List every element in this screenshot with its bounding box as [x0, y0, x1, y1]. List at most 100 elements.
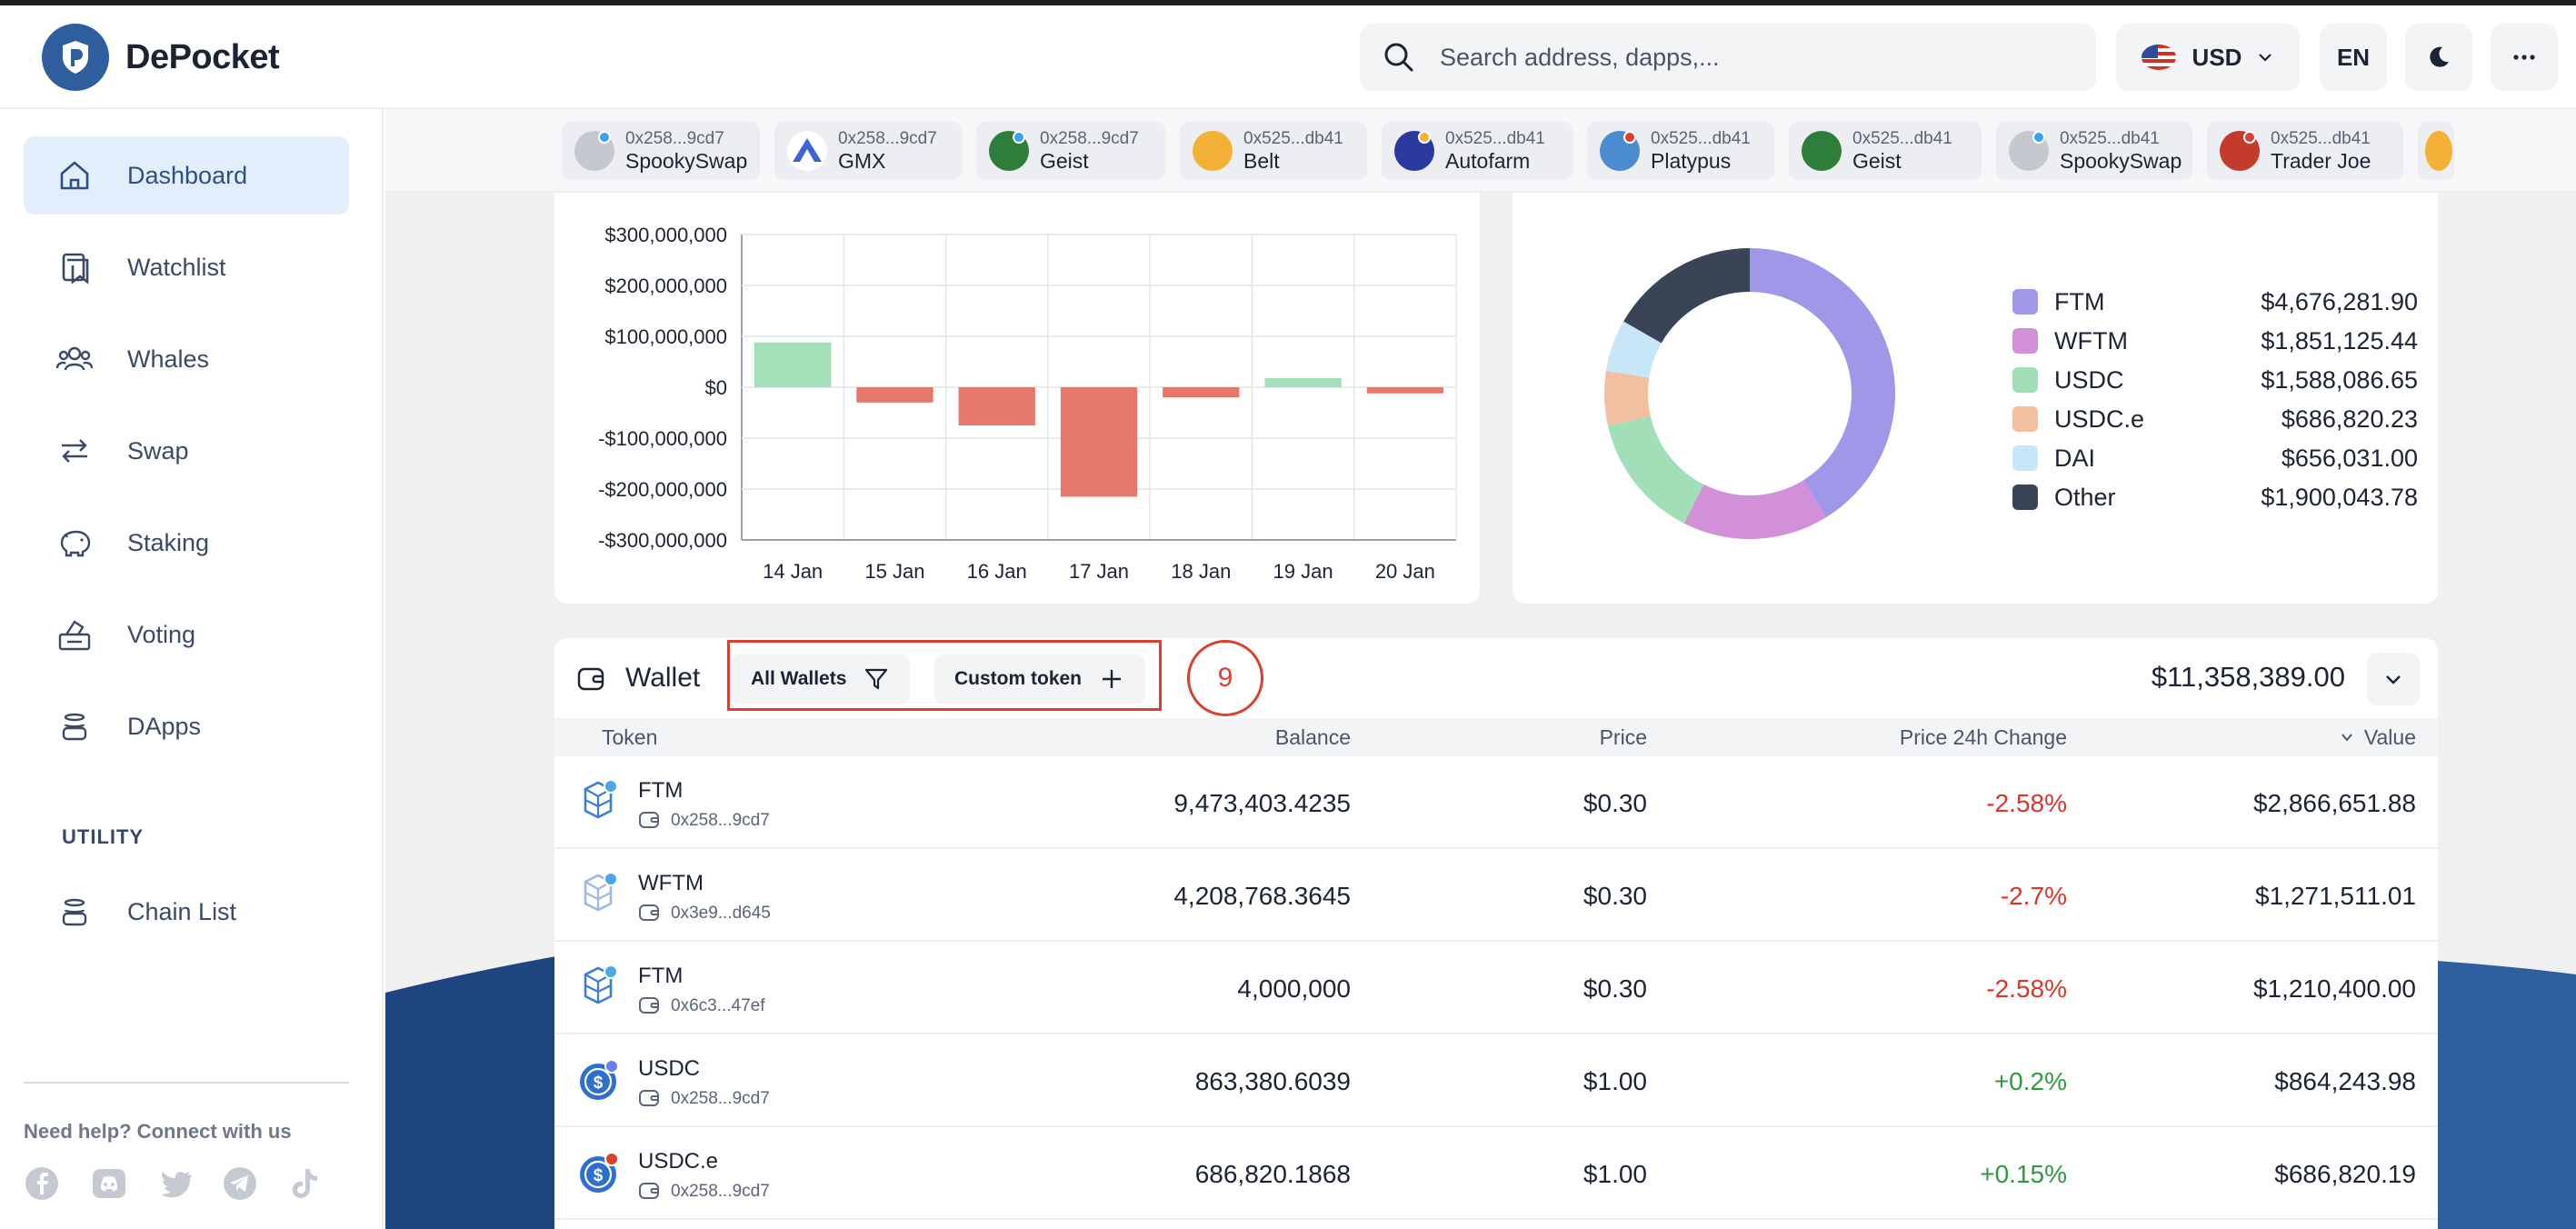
discord-icon[interactable] [91, 1165, 127, 1202]
legend-label: FTM [2054, 287, 2105, 315]
app-logo[interactable] [42, 24, 109, 91]
ballot-box-icon [58, 620, 91, 651]
legend-item[interactable]: WFTM $1,851,125.44 [2012, 323, 2418, 359]
table-row[interactable]: FTM 0x6c3...47ef 4,000,000 $0.30 -2.58% … [554, 942, 2438, 1034]
token-value: $1,271,511.01 [2255, 882, 2416, 910]
sidebar-item-dashboard[interactable]: Dashboard [24, 136, 349, 215]
sidebar-item-chain-list[interactable]: Chain List [24, 873, 349, 951]
sort-desc-icon[interactable] [2340, 731, 2354, 744]
legend-item[interactable]: Other $1,900,043.78 [2012, 479, 2418, 515]
donut-slice[interactable] [1623, 248, 1750, 344]
language-button[interactable]: EN [2320, 24, 2387, 91]
bar[interactable] [1366, 387, 1443, 394]
header: DePocket USD EN [0, 5, 2576, 109]
legend-label: USDC.e [2054, 405, 2145, 433]
legend-label: Other [2054, 483, 2116, 511]
bar[interactable] [754, 342, 832, 387]
protocol-chip[interactable]: 0x525...db41 Autofarm [1382, 122, 1573, 180]
table-row[interactable]: WFTM 0x3e9...d645 4,208,768.3645 $0.30 -… [554, 849, 2438, 942]
legend-item[interactable]: USDC $1,588,086.65 [2012, 362, 2418, 398]
tiktok-icon[interactable] [285, 1165, 322, 1202]
sidebar-item-dapps[interactable]: DApps [24, 687, 349, 765]
legend-item[interactable]: FTM $4,676,281.90 [2012, 284, 2418, 320]
legend-value: $1,851,125.44 [2261, 326, 2418, 355]
column-balance[interactable]: Balance [1274, 725, 1351, 749]
twitter-icon[interactable] [158, 1165, 195, 1202]
fantom-icon [578, 778, 620, 827]
more-dots-icon [2513, 55, 2535, 60]
utility-heading: UTILITY [62, 825, 145, 848]
protocol-chip[interactable]: 0x525...db41 Geist [1789, 122, 1982, 180]
protocol-chip[interactable]: 0x258...9cd7 Geist [976, 122, 1165, 180]
protocol-chip[interactable]: 0x525...db41 Platypus [1587, 122, 1774, 180]
x-tick-label: 17 Jan [1069, 560, 1129, 583]
wallet-icon [639, 1090, 659, 1106]
token-value: $1,210,400.00 [2252, 974, 2416, 1003]
legend-swatch [2012, 406, 2038, 432]
donut-slice[interactable] [1605, 321, 1662, 378]
sidebar-item-label: Swap [127, 436, 189, 465]
protocol-chip[interactable]: 0x525...db41 SpookySwap [1996, 122, 2192, 180]
more-menu-button[interactable] [2491, 24, 2558, 91]
column-token[interactable]: Token [602, 725, 658, 749]
column-value[interactable]: Value [2363, 725, 2416, 749]
geist-icon [989, 131, 1029, 171]
bar[interactable] [958, 387, 1035, 425]
token-balance: 9,473,403.4235 [1173, 789, 1351, 817]
all-wallets-filter-button[interactable]: All Wallets [731, 654, 911, 704]
belt-icon [1193, 131, 1233, 171]
shield-logo-icon [63, 41, 88, 74]
table-row[interactable]: FTM 0x258...9cd7 9,473,403.4235 $0.30 -2… [554, 756, 2438, 849]
donut-slice[interactable] [1607, 415, 1704, 524]
custom-token-button[interactable]: Custom token [934, 654, 1146, 704]
donut-slice[interactable] [1604, 371, 1651, 426]
sidebar-item-swap[interactable]: Swap [24, 412, 349, 490]
sidebar-item-staking[interactable]: Staking [24, 504, 349, 582]
sidebar-item-voting[interactable]: Voting [24, 595, 349, 674]
wallet-collapse-button[interactable] [2367, 653, 2420, 705]
protocol-chip[interactable]: 0x525...db41 Belt [1180, 122, 1367, 180]
protocol-chip[interactable]: 0x258...9cd7 SpookySwap [562, 122, 760, 180]
sidebar-item-watchlist[interactable]: Watchlist [24, 228, 349, 306]
spookyswap-icon [574, 131, 614, 171]
theme-toggle[interactable] [2405, 24, 2472, 91]
sidebar-item-whales[interactable]: Whales [24, 320, 349, 398]
facebook-icon[interactable] [24, 1165, 60, 1202]
legend-item[interactable]: DAI $656,031.00 [2012, 440, 2418, 476]
bar[interactable] [1163, 387, 1240, 398]
bar[interactable] [856, 387, 934, 403]
sidebar-item-label: Dashboard [127, 161, 248, 189]
wallet-title: Wallet [625, 663, 701, 693]
table-row[interactable]: $ USDC 0x258...9cd7 863,380.6039 $1.00 +… [554, 1034, 2438, 1127]
protocol-chip[interactable] [2418, 122, 2454, 180]
search-bar[interactable] [1360, 24, 2096, 91]
legend-value: $1,588,086.65 [2261, 365, 2418, 394]
protocol-name: Geist [1852, 149, 1902, 173]
column-price[interactable]: Price [1599, 725, 1647, 749]
search-input[interactable] [1440, 43, 2076, 72]
protocol-icon [2425, 131, 2452, 171]
x-tick-label: 14 Jan [763, 560, 823, 583]
token-wallet-address[interactable]: 0x258...9cd7 [671, 811, 770, 830]
usdc-icon: $ [578, 1056, 620, 1105]
protocol-bar: 0x258...9cd7 SpookySwap 0x258...9cd7 GMX 0… [385, 109, 2576, 193]
currency-select[interactable]: USD [2116, 24, 2300, 91]
donut-slice[interactable] [1750, 248, 1895, 518]
bar[interactable] [1060, 387, 1138, 497]
legend-swatch [2012, 485, 2038, 510]
telegram-icon[interactable] [222, 1165, 258, 1202]
legend-item[interactable]: USDC.e $686,820.23 [2012, 401, 2418, 437]
protocol-chip[interactable]: 0x525...db41 Trader Joe [2207, 122, 2403, 180]
token-wallet-address[interactable]: 0x6c3...47ef [671, 996, 765, 1015]
token-wallet-address[interactable]: 0x258...9cd7 [671, 1182, 770, 1201]
column-price-change[interactable]: Price 24h Change [1899, 725, 2067, 749]
donut-slice[interactable] [1683, 480, 1827, 539]
table-row[interactable]: $ USDC.e 0x258...9cd7 686,820.1868 $1.00… [554, 1127, 2438, 1220]
token-wallet-address[interactable]: 0x258...9cd7 [671, 1089, 770, 1108]
protocol-name: Platypus [1651, 149, 1732, 173]
protocol-address: 0x258...9cd7 [625, 129, 724, 148]
protocol-chip[interactable]: 0x258...9cd7 GMX [774, 122, 962, 180]
top-strip [0, 0, 2576, 5]
bar[interactable] [1264, 377, 1342, 387]
token-wallet-address[interactable]: 0x3e9...d645 [671, 904, 771, 923]
